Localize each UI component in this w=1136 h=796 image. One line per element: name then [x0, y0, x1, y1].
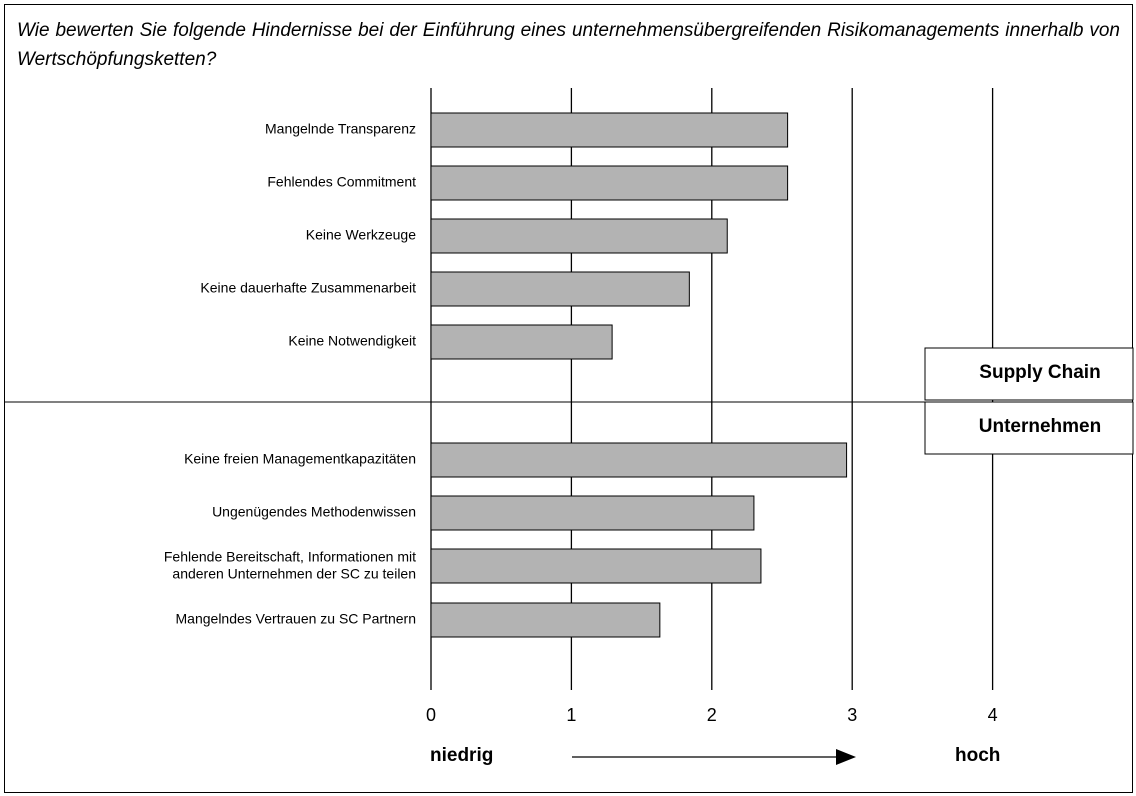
category-label: Fehlende Bereitschaft, Informationen mit…: [164, 548, 416, 581]
category-label: Keine dauerhafte Zusammenarbeit: [200, 280, 416, 296]
category-label: Ungenügendes Methodenwissen: [212, 504, 416, 520]
bar: [430, 442, 848, 478]
axis-high-label: hoch: [955, 745, 1000, 766]
group-label: Unternehmen: [979, 416, 1101, 437]
bar: [430, 112, 789, 148]
category-label: Keine Werkzeuge: [306, 227, 416, 243]
axis-arrow-head: [836, 749, 856, 765]
x-tick-label: 0: [426, 705, 436, 725]
bar: [430, 165, 789, 201]
category-label: Mangelndes Vertrauen zu SC Partnern: [176, 611, 416, 627]
bar: [430, 324, 613, 360]
bar: [430, 548, 762, 584]
x-tick-label: 2: [707, 705, 717, 725]
bar: [430, 495, 755, 531]
group-label: Supply Chain: [979, 362, 1100, 383]
category-label: Mangelnde Transparenz: [265, 121, 416, 137]
x-tick-label: 1: [566, 705, 576, 725]
bar: [430, 271, 690, 307]
axis-low-label: niedrig: [430, 745, 493, 766]
group-box: [924, 347, 1134, 401]
x-tick-label: 4: [988, 705, 998, 725]
bar: [430, 218, 728, 254]
category-label: Fehlendes Commitment: [267, 174, 416, 190]
bar: [430, 602, 661, 638]
chart-title: Wie bewerten Sie folgende Hindernisse be…: [17, 20, 1120, 70]
x-tick-label: 3: [847, 705, 857, 725]
group-box: [924, 401, 1134, 455]
category-label: Keine Notwendigkeit: [288, 333, 416, 349]
category-label: Keine freien Managementkapazitäten: [184, 451, 416, 467]
